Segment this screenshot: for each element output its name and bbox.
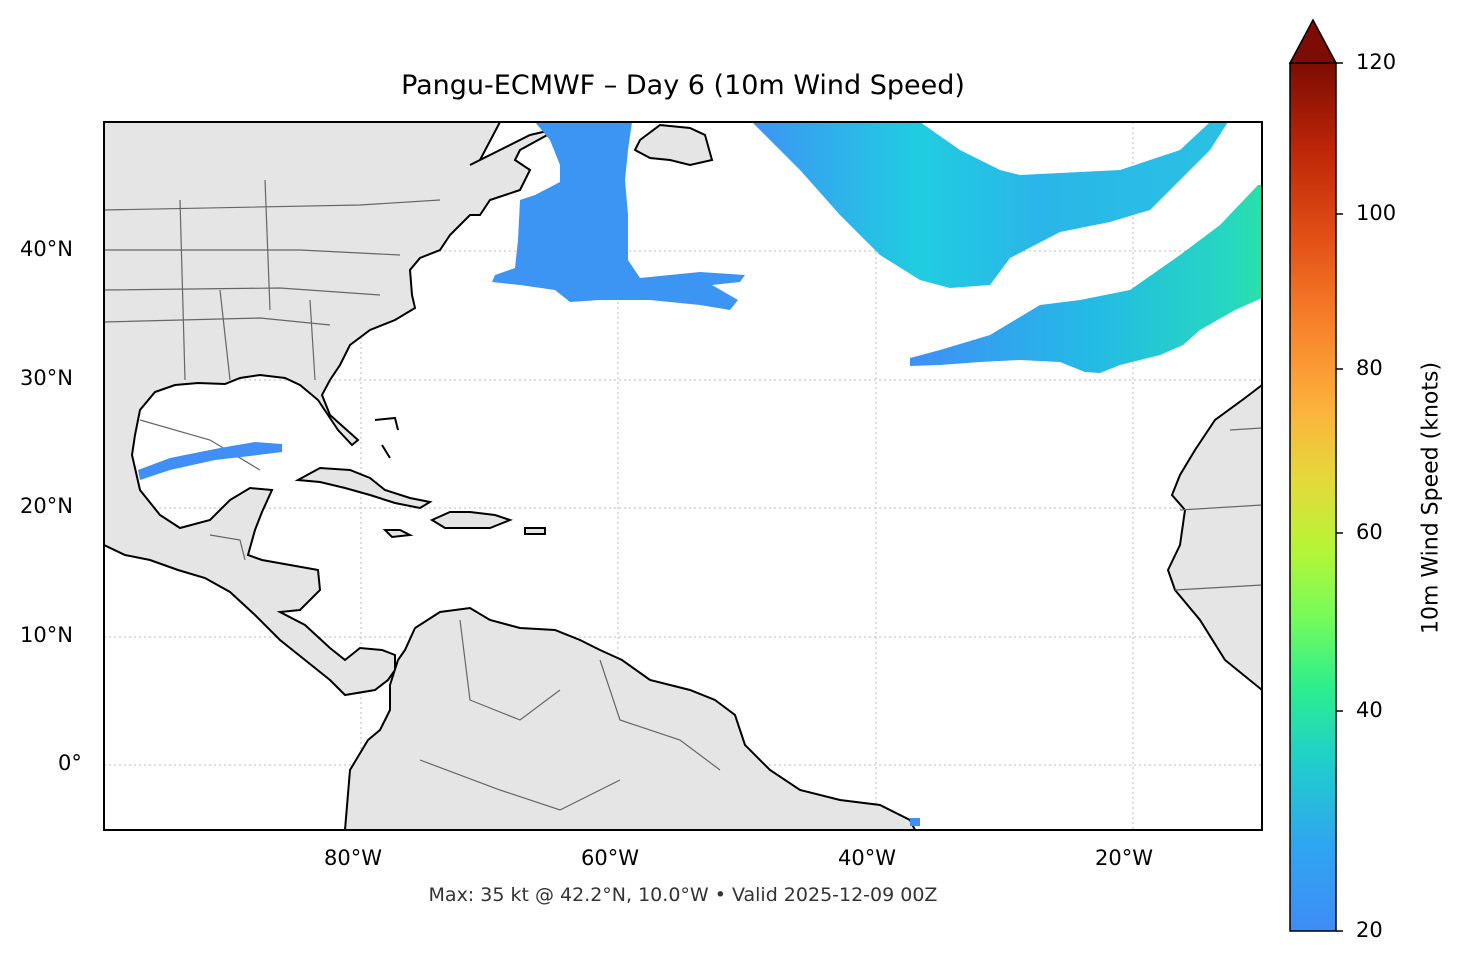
africa-land [1166, 383, 1262, 692]
wind-field-north-band [752, 122, 1228, 288]
colorbar-tick-40: 40 [1356, 698, 1383, 722]
colorbar-tick-80: 80 [1356, 356, 1383, 380]
map-title: Pangu-ECMWF – Day 6 (10m Wind Speed) [401, 70, 965, 101]
lon-label-20w: 20°W [1095, 846, 1153, 870]
cuba [294, 466, 433, 510]
lat-label-10n: 10°N [20, 623, 73, 647]
puerto-rico [524, 527, 546, 535]
colorbar [1289, 62, 1337, 932]
lon-label-60w: 60°W [581, 846, 639, 870]
wind-field-newfoundland [492, 122, 745, 310]
south-america-land [343, 606, 917, 830]
wind-field-gulf [138, 442, 282, 480]
newfoundland [633, 123, 714, 167]
wind-field-speck [910, 818, 920, 826]
colorbar-extend-arrow [1288, 18, 1338, 64]
lat-label-0: 0° [58, 751, 82, 775]
colorbar-tick-100: 100 [1356, 201, 1397, 225]
map-caption: Max: 35 kt @ 42.2°N, 10.0°W • Valid 2025… [428, 884, 938, 906]
lon-label-80w: 80°W [324, 846, 382, 870]
jamaica [382, 529, 414, 539]
colorbar-tick-60: 60 [1356, 520, 1383, 544]
colorbar-label: 10m Wind Speed (knots) [1418, 361, 1444, 635]
wind-field-east-band [910, 185, 1262, 373]
hispaniola [429, 511, 513, 529]
lat-label-30n: 30°N [20, 366, 73, 390]
colorbar-ticks [1336, 62, 1343, 932]
plot-frame [103, 121, 1263, 831]
lon-label-40w: 40°W [838, 846, 896, 870]
lat-label-40n: 40°N [20, 237, 73, 261]
colorbar-tick-20: 20 [1356, 918, 1383, 942]
colorbar-tick-120: 120 [1356, 50, 1397, 74]
bahamas [374, 416, 399, 459]
country-borders [104, 179, 1262, 811]
lat-label-20n: 20°N [20, 494, 73, 518]
north-america-land [104, 122, 561, 697]
